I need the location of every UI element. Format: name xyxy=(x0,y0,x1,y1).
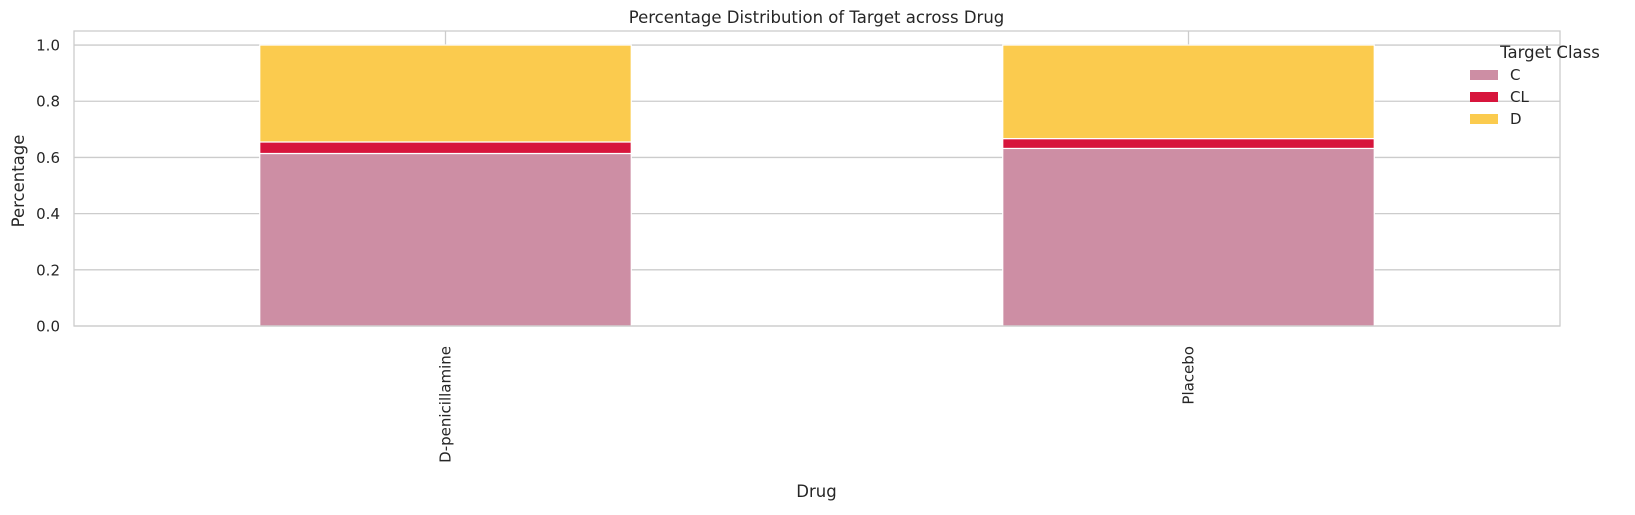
y-axis-ticks: 0.0 0.2 0.4 0.6 0.8 1.0 xyxy=(36,37,60,336)
bars xyxy=(259,44,1375,327)
y-tick-label: 0.2 xyxy=(36,261,60,279)
bar-segment-c-1 xyxy=(259,152,632,327)
legend: Target Class C CL D xyxy=(1470,43,1600,128)
legend-swatch-c xyxy=(1470,70,1498,80)
legend-label-cl: CL xyxy=(1510,88,1529,106)
y-tick-label: 0.0 xyxy=(36,318,60,336)
legend-swatch-cl xyxy=(1470,92,1498,102)
bar-segment-c-2 xyxy=(1002,147,1375,327)
y-tick-label: 0.8 xyxy=(36,93,60,111)
bar-segment-d-1 xyxy=(259,44,632,143)
x-axis-ticks: D-penicillamine Placebo xyxy=(437,346,1198,463)
legend-label-c: C xyxy=(1510,66,1520,84)
y-axis-label: Percentage xyxy=(9,135,28,228)
plot-frame xyxy=(73,30,1561,327)
x-tick-label: Placebo xyxy=(1180,346,1198,405)
plot-border xyxy=(73,30,1561,327)
legend-label-d: D xyxy=(1510,110,1522,128)
chart-title: Percentage Distribution of Target across… xyxy=(629,8,1005,27)
x-tick-label: D-penicillamine xyxy=(437,346,455,463)
legend-title: Target Class xyxy=(1499,43,1600,62)
y-tick-label: 0.4 xyxy=(36,205,60,223)
bar-segment-d-2 xyxy=(1002,44,1375,140)
y-tick-label: 0.6 xyxy=(36,149,60,167)
x-axis-label: Drug xyxy=(796,482,836,501)
y-tick-label: 1.0 xyxy=(36,37,60,55)
legend-swatch-d xyxy=(1470,114,1498,124)
bar-segment-cl-2 xyxy=(1002,138,1375,150)
bar-segment-cl-1 xyxy=(259,141,632,155)
